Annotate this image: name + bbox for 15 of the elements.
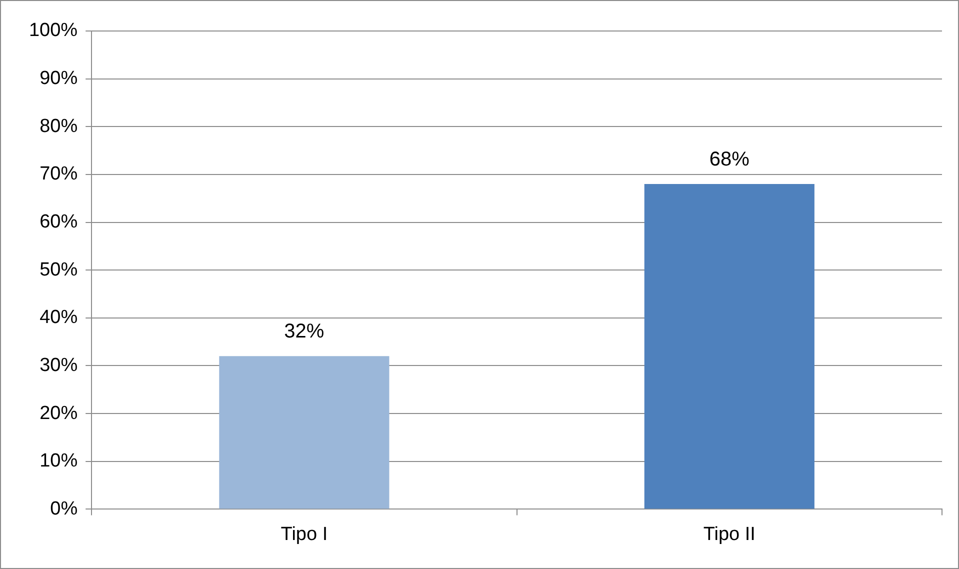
y-tick-label: 100% [28, 20, 78, 42]
y-tick-label: 50% [40, 259, 78, 280]
y-tick-label: 80% [40, 116, 78, 137]
x-tick-label: Tipo II [703, 524, 756, 545]
data-label: 68% [709, 148, 750, 171]
y-tick-label: 40% [40, 307, 78, 328]
x-tick-label: Tipo I [280, 524, 328, 545]
y-tick-label: 60% [40, 212, 78, 233]
y-tick-label: 70% [40, 164, 78, 185]
y-tick-label: 20% [40, 402, 78, 424]
y-tick-label: 0% [50, 498, 78, 520]
y-tick-label: 30% [40, 354, 78, 376]
data-label: 32% [284, 320, 324, 343]
y-tick-label: 90% [40, 68, 78, 90]
y-tick-label: 10% [40, 450, 78, 472]
